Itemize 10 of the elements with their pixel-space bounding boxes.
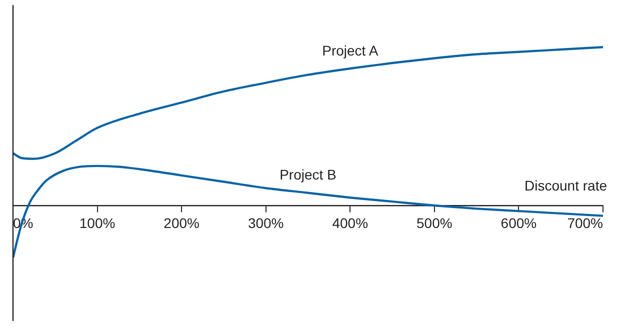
x-tick-label: 200% bbox=[164, 214, 200, 231]
x-tick-label: 300% bbox=[248, 214, 284, 231]
series-label: Project B bbox=[280, 166, 336, 183]
x-tick-label: 400% bbox=[332, 214, 368, 231]
x-axis-title: Discount rate bbox=[524, 177, 608, 194]
x-tick-label: 600% bbox=[500, 214, 537, 231]
series-label: Project A bbox=[322, 42, 379, 58]
x-tick-label: 100% bbox=[79, 214, 116, 231]
x-tick-label: 500% bbox=[416, 214, 452, 231]
x-tick-label: 700% bbox=[567, 214, 603, 231]
